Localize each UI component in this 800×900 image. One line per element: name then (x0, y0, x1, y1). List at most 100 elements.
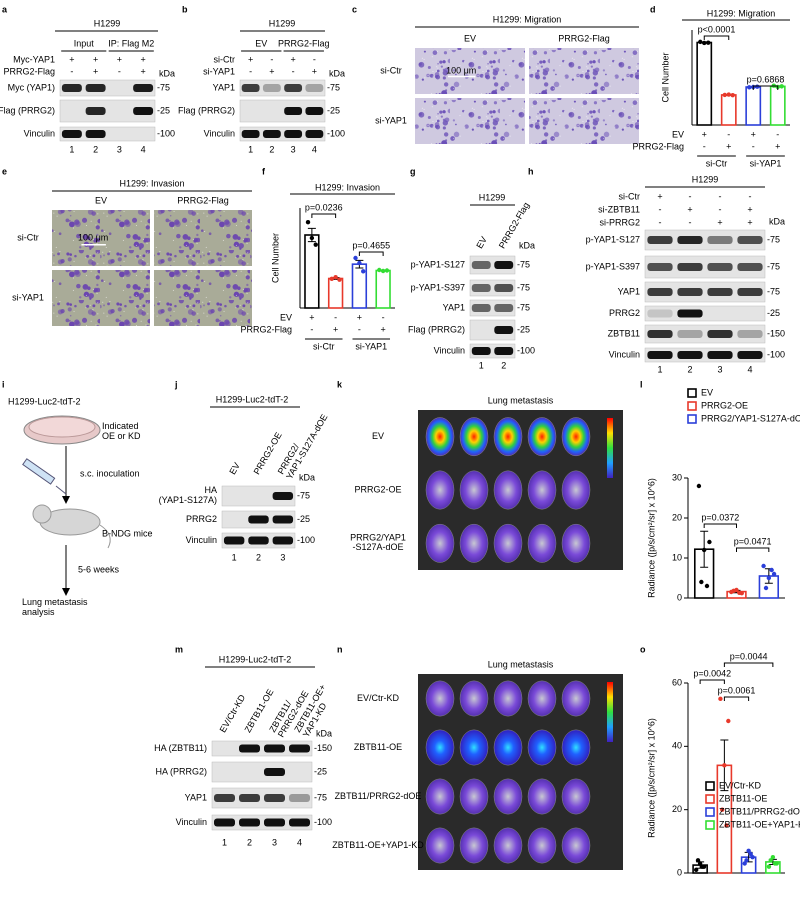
band (677, 288, 703, 296)
label-line: Lung metastasis (22, 597, 88, 607)
data-point (357, 260, 362, 266)
panel-letter: a (2, 4, 8, 14)
lung (425, 417, 455, 457)
legend-label: ZBTB11-OE+YAP1-KD (719, 819, 800, 829)
band (239, 818, 260, 827)
group-label: Input (74, 38, 95, 48)
condition-mark: - (703, 141, 706, 151)
band (264, 794, 285, 802)
row-label: PRRG2/YAP1 -S127A-dOE (350, 533, 406, 553)
band (289, 794, 310, 802)
blot-label: p-YAP1-S397 (411, 282, 465, 292)
kda-marker: -75 (297, 490, 310, 500)
legend-label: PRRG2/YAP1-S127A-dOE (701, 413, 800, 423)
data-point (737, 590, 742, 595)
color-bar (607, 682, 613, 742)
data-point (772, 861, 778, 866)
blot-label: HA (ZBTB11) (154, 743, 207, 753)
row-label: EV/Ctr-KD (357, 693, 400, 703)
p-value: p=0.0042 (693, 668, 731, 678)
panel-letter: b (182, 4, 188, 14)
data-point (768, 858, 773, 863)
y-tick-label: 0 (677, 592, 682, 602)
condition-label: Myc-YAP1 (13, 54, 55, 64)
group-label: IP: Flag M2 (108, 38, 154, 48)
label-line: PRRG2/YAP1 (350, 533, 406, 543)
p-value: p=0.0236 (305, 202, 343, 212)
band (707, 263, 733, 271)
data-point (720, 807, 725, 812)
row-label: si-Ctr (380, 65, 402, 75)
bar (745, 86, 762, 126)
panel-letter: h (528, 166, 534, 176)
kda-marker: -25 (297, 514, 310, 524)
lung (425, 778, 455, 815)
scale-label: 100 μm (78, 232, 108, 242)
lane-number: 4 (297, 837, 302, 847)
y-tick-label: 20 (672, 804, 682, 814)
lung (561, 680, 591, 717)
kda-marker: -75 (314, 792, 327, 802)
lung (493, 680, 523, 717)
band (707, 351, 733, 359)
dish-label: Indicated OE or KD (102, 421, 141, 441)
band (241, 130, 260, 138)
legend-swatch (687, 414, 697, 424)
needle (55, 485, 67, 495)
condition-mark: + (702, 129, 707, 139)
mouse-head (32, 504, 52, 524)
band (707, 330, 733, 338)
group-label: PRRG2-Flag (278, 38, 330, 48)
legend-label: ZBTB11-OE (719, 793, 767, 803)
data-point (748, 851, 753, 857)
condition-mark: + (726, 141, 731, 151)
blot-strip (211, 787, 313, 809)
lung (493, 778, 523, 815)
cell-line: H1299-Luc2-tdT-2 (8, 396, 81, 406)
band (272, 492, 294, 500)
data-point (722, 763, 727, 768)
panel-letter: o (640, 644, 646, 654)
blot-strip (644, 229, 766, 251)
condition-mark: + (309, 312, 314, 322)
band (214, 794, 235, 802)
row-label: si-YAP1 (12, 292, 44, 302)
data-point (361, 269, 366, 274)
mice-label: B-NDG mice (102, 528, 153, 538)
blot-strip (239, 79, 326, 97)
band (737, 263, 763, 271)
data-point (722, 92, 727, 98)
panel-letter: n (337, 644, 343, 654)
condition-mark: + (93, 54, 98, 64)
bar (375, 269, 391, 309)
data-point (384, 268, 390, 273)
band (471, 284, 491, 292)
band (647, 309, 673, 318)
data-point (763, 585, 769, 591)
band (737, 330, 763, 338)
band (284, 130, 303, 138)
kda-marker: -75 (517, 259, 530, 269)
group-label: si-YAP1 (750, 158, 782, 168)
y-axis-label: Radiance ([p/s/cm²/sr] x 10^6) (646, 478, 656, 598)
panel-letter: l (640, 379, 643, 389)
panel-letter: j (174, 379, 178, 389)
data-point (699, 579, 704, 585)
condition-mark: - (749, 191, 752, 201)
data-point (770, 854, 776, 860)
band (61, 130, 82, 138)
condition-mark: + (93, 66, 98, 76)
condition-mark: - (70, 66, 73, 76)
data-point (353, 255, 358, 261)
blot-label: Flag (PRRG2) (408, 324, 465, 334)
condition-label: si-Ctr (214, 54, 236, 64)
legend-swatch (687, 388, 697, 398)
significance-bracket (723, 696, 750, 701)
workflow-illustration (22, 415, 111, 596)
band (471, 261, 491, 269)
panel-title: Lung metastasis (488, 659, 554, 669)
blot-strip (239, 126, 326, 142)
band (133, 84, 154, 92)
condition-mark: + (140, 54, 145, 64)
kda-marker: -25 (517, 324, 530, 334)
